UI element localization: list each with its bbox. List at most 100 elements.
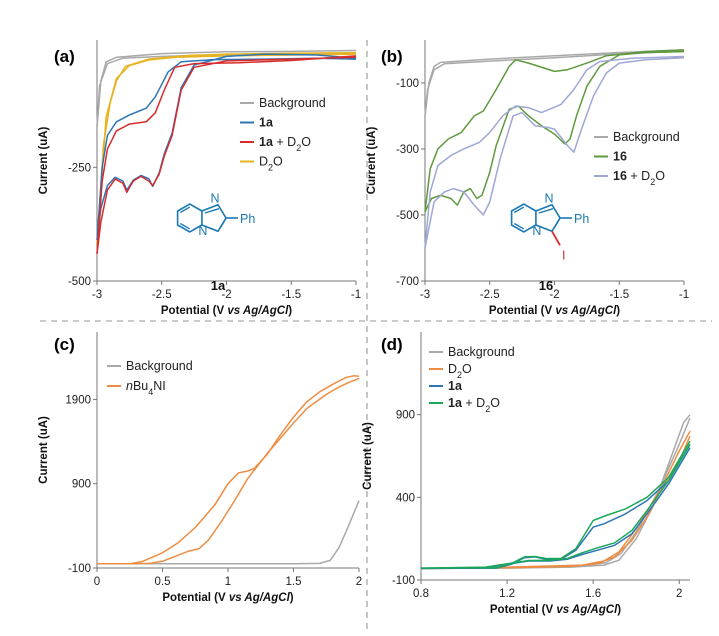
legend-entry-part: 4 <box>148 387 153 397</box>
legend-entry-part: 16 <box>613 150 627 164</box>
phenyl-group: Ph <box>240 212 255 226</box>
x-tick-label: -1.5 <box>281 289 301 301</box>
x-axis-label-part: vs Ag/AgCl <box>227 305 289 317</box>
x-tick-label: -1 <box>679 289 689 301</box>
double-bond <box>204 208 220 214</box>
series-line <box>96 49 357 127</box>
series-line <box>97 375 360 565</box>
legend-entry: D2O <box>259 155 283 173</box>
x-axis-label-part: Potential (V <box>489 305 555 317</box>
y-axis-label: Current (uA) <box>38 416 50 484</box>
legend-entry-part: O <box>490 396 500 410</box>
legend-entry: Background <box>126 359 193 373</box>
legend-entry-part: 2 <box>296 143 301 153</box>
x-tick-label: -2.5 <box>152 289 172 301</box>
legend-entry-part: Background <box>259 96 326 110</box>
legend-entry-part: O <box>655 169 665 183</box>
x-axis-label: Potential (V vs Ag/AgCl) <box>161 305 292 317</box>
series-line <box>96 56 357 254</box>
x-axis-label-part: vs Ag/AgCl <box>229 592 291 604</box>
legend-entry-part: n <box>126 379 133 393</box>
y-tick-label: 400 <box>396 492 415 504</box>
series-line <box>96 53 357 241</box>
x-axis-label: Potential (V vs Ag/AgCl) <box>489 305 620 317</box>
y-tick-label: 900 <box>396 410 415 422</box>
legend-entry-part: O <box>462 362 472 376</box>
nitrogen-atom: N <box>532 224 541 238</box>
x-tick-label: -2.5 <box>480 289 500 301</box>
x-tick-label: -2 <box>549 289 559 301</box>
legend-entry: Background <box>613 130 680 144</box>
panel-b: -3 -2.5 -2 -1.5 -1 -700 -500 -300 -100 Potential … <box>366 40 689 317</box>
x-axis-label-part: ) <box>288 305 292 317</box>
legend-entry-part: + D <box>273 135 296 149</box>
legend-entry-part: + D <box>462 396 485 410</box>
panel-label: (c) <box>54 335 75 354</box>
y-tick-label: -100 <box>392 575 415 587</box>
legend-entry: nBu4NI <box>126 379 166 397</box>
phenyl-group: Ph <box>574 212 589 226</box>
legend-entry: 16 + D2O <box>613 169 665 187</box>
x-tick-label: 2 <box>676 588 682 600</box>
x-tick-label: 2 <box>356 576 362 588</box>
molecule-structure: N N Ph <box>176 192 255 238</box>
x-tick-label: 0 <box>94 576 100 588</box>
y-tick-label: -250 <box>68 162 91 174</box>
molecule-structure: N N Ph I <box>510 192 589 262</box>
legend-entry-part: O <box>301 135 311 149</box>
x-tick-label: 0.5 <box>155 576 171 588</box>
x-tick-label: 0.8 <box>413 588 429 600</box>
series-line <box>96 55 357 254</box>
series-group <box>97 375 360 565</box>
y-axis-label: Current (uA) <box>362 422 374 490</box>
series-line <box>420 414 691 570</box>
nitrogen-atom: N <box>198 224 207 238</box>
series-line <box>96 57 357 241</box>
legend-entry-part: Background <box>448 345 515 359</box>
x-tick-label: -3 <box>420 289 430 301</box>
legend-entry-part: Background <box>613 130 680 144</box>
series-line <box>424 55 685 249</box>
x-tick-label: 1 <box>225 576 231 588</box>
x-axis-label-part: ) <box>617 604 621 616</box>
legend-entry: 1a + D2O <box>448 396 500 414</box>
iodine-atom: I <box>562 248 565 262</box>
legend-entry: Background <box>259 96 326 110</box>
panel-label: (b) <box>381 47 403 66</box>
legend-entry-part: 16 <box>613 169 627 183</box>
compound-label: 16 <box>539 278 553 293</box>
double-bond <box>219 219 226 229</box>
legend-entry-part: D <box>448 362 457 376</box>
panel-d: 0.8 1.2 1.6 2 -100 400 900 Potential (V vs Ag/A… <box>362 332 691 616</box>
series-line <box>420 435 691 570</box>
legend-entry: 1a <box>259 116 274 130</box>
y-tick-label: 1900 <box>65 394 91 406</box>
y-tick-label: -700 <box>396 276 419 288</box>
series-group <box>424 49 685 249</box>
y-tick-label: -500 <box>68 276 91 288</box>
legend-entry-part: D <box>259 155 268 169</box>
x-tick-label: -1.5 <box>609 289 629 301</box>
series-line <box>96 51 357 245</box>
series-group <box>96 49 357 254</box>
x-axis-label-part: ) <box>616 305 620 317</box>
x-tick-label: -3 <box>92 289 102 301</box>
panel-label: (d) <box>381 335 403 354</box>
series-line <box>97 377 360 565</box>
y-tick-label: -300 <box>396 144 419 156</box>
x-tick-label: -2 <box>221 289 231 301</box>
y-tick-label: -100 <box>396 78 419 90</box>
y-axis-label: Current (uA) <box>38 126 50 194</box>
legend-entry: 1a <box>448 379 463 393</box>
legend-entry-part: Bu <box>133 379 148 393</box>
y-tick-label: -100 <box>68 563 91 575</box>
nitrogen-atom: N <box>544 192 553 206</box>
x-axis-label-part: Potential (V <box>161 305 227 317</box>
legend-entry-part: 2 <box>268 163 273 173</box>
y-tick-label: 900 <box>72 479 91 491</box>
x-axis-label-part: vs Ag/AgCl <box>556 604 618 616</box>
legend-entry-part: 2 <box>650 177 655 187</box>
x-axis-label-part: Potential (V <box>490 604 556 616</box>
x-tick-label: 1.6 <box>585 588 601 600</box>
